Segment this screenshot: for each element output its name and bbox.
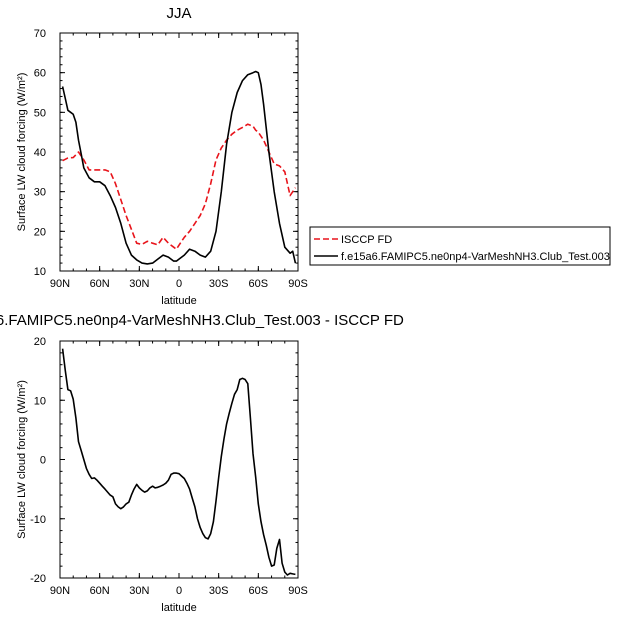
chart-1: JJA 90N 60N 30N 0 30S 60S 90S 10 20 30 40 50 60 70 lati… <box>16 5 611 307</box>
x-tick-label: 30S <box>209 585 229 597</box>
y-tick-label: -10 <box>30 514 46 526</box>
series-line-1 <box>62 123 297 250</box>
x-tick-label: 60S <box>249 585 269 597</box>
y-tick-label: -20 <box>30 573 46 585</box>
x-tick-label: 90N <box>50 278 70 290</box>
x-tick-label: 90N <box>50 585 70 597</box>
x-tick-label: 90S <box>288 278 308 290</box>
x-tick-label: 30N <box>129 585 149 597</box>
y-axis-label: Surface LW cloud forcing (W/m²) <box>16 380 28 539</box>
legend: ISCCP FD f.e15a6.FAMIPC5.ne0np4-VarMeshNH… <box>309 226 611 266</box>
x-tick-label: 60N <box>90 278 110 290</box>
y-tick-label: 10 <box>34 266 46 278</box>
plot-frame <box>59 340 299 579</box>
series-line-1 <box>61 348 296 576</box>
legend-box <box>309 226 611 266</box>
y-tick-label: 0 <box>40 455 46 467</box>
x-tick-label: 60N <box>90 585 110 597</box>
x-tick-label: 0 <box>176 585 182 597</box>
chart-title: f.e15a6.FAMIPC5.ne0np4-VarMeshNH3.Club_T… <box>0 312 404 329</box>
x-tick-label: 0 <box>176 278 182 290</box>
y-tick-label: 70 <box>34 28 46 40</box>
chart-title: JJA <box>166 5 191 22</box>
x-axis-label: latitude <box>161 295 196 307</box>
y-tick-label: 50 <box>34 107 46 119</box>
x-tick-label: 30S <box>209 278 229 290</box>
series-line-2 <box>61 70 297 265</box>
x-axis-label: latitude <box>161 602 196 614</box>
y-axis-label: Surface LW cloud forcing (W/m²) <box>16 73 28 232</box>
y-tick-label: 30 <box>34 187 46 199</box>
plot-frame <box>59 32 299 272</box>
y-tick-label: 40 <box>34 147 46 159</box>
y-tick-label: 20 <box>34 226 46 238</box>
y-tick-label: 20 <box>34 336 46 348</box>
legend-label-2: f.e15a6.FAMIPC5.ne0np4-VarMeshNH3.Club_T… <box>341 251 610 263</box>
legend-label-1: ISCCP FD <box>341 234 392 246</box>
chart-2: f.e15a6.FAMIPC5.ne0np4-VarMeshNH3.Club_T… <box>0 312 404 614</box>
y-tick-label: 60 <box>34 68 46 80</box>
x-tick-label: 30N <box>129 278 149 290</box>
x-tick-label: 90S <box>288 585 308 597</box>
x-tick-label: 60S <box>249 278 269 290</box>
y-tick-label: 10 <box>34 395 46 407</box>
